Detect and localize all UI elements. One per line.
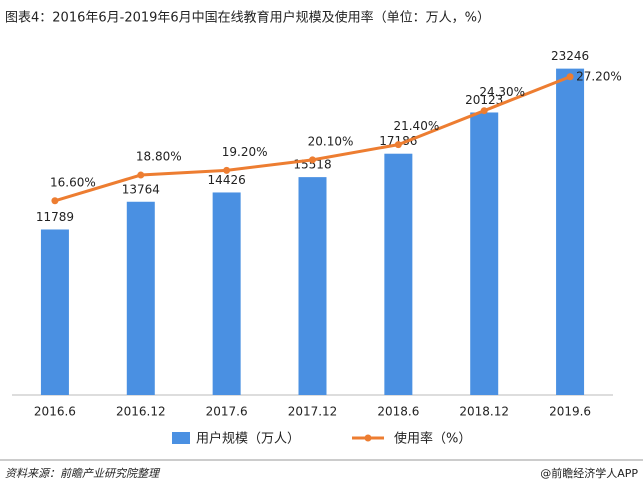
line-point bbox=[480, 107, 488, 115]
legend-label: 使用率（%） bbox=[394, 431, 471, 447]
bar-value-label: 14426 bbox=[208, 173, 246, 187]
line-value-label: 20.10% bbox=[308, 134, 354, 148]
credit: @前瞻经济学人APP bbox=[540, 466, 638, 480]
bar-value-label: 13764 bbox=[122, 182, 160, 196]
line-value-label: 16.60% bbox=[50, 175, 96, 189]
x-tick-label: 2017.12 bbox=[288, 405, 338, 419]
chart-title: 图表4：2016年6月-2019年6月中国在线教育用户规模及使用率（单位：万人，… bbox=[5, 10, 490, 26]
line-point bbox=[566, 73, 574, 81]
line-value-label: 27.20% bbox=[576, 69, 622, 83]
line-value-label: 19.20% bbox=[222, 145, 268, 159]
legend-swatch bbox=[172, 432, 190, 444]
bar bbox=[126, 201, 155, 395]
x-tick-label: 2018.6 bbox=[377, 405, 419, 419]
bar-value-label: 20123 bbox=[465, 93, 503, 107]
x-tick-label: 2019.6 bbox=[549, 405, 591, 419]
x-tick-label: 2016.6 bbox=[34, 405, 76, 419]
x-tick-label: 2016.12 bbox=[116, 405, 166, 419]
line-point bbox=[223, 166, 231, 174]
bar bbox=[40, 229, 69, 395]
bar-value-label: 11789 bbox=[36, 210, 74, 224]
bar bbox=[470, 112, 499, 395]
line-value-label: 24.30% bbox=[479, 85, 525, 99]
line-value-label: 21.40% bbox=[393, 119, 439, 133]
line-point bbox=[137, 171, 145, 179]
bar bbox=[212, 192, 241, 395]
bar bbox=[384, 153, 413, 395]
line-point bbox=[51, 197, 59, 205]
x-tick-label: 2017.6 bbox=[206, 405, 248, 419]
line-value-label: 18.80% bbox=[136, 150, 182, 164]
bar bbox=[298, 177, 327, 395]
bar-value-label: 23246 bbox=[551, 49, 589, 63]
legend-label: 用户规模（万人） bbox=[196, 431, 300, 447]
legend-swatch bbox=[364, 434, 372, 442]
bar bbox=[556, 68, 585, 395]
line-point bbox=[394, 141, 402, 149]
line-point bbox=[309, 156, 316, 164]
source: 资料来源：前瞻产业研究院整理 bbox=[5, 467, 161, 480]
x-tick-label: 2018.12 bbox=[459, 405, 509, 419]
